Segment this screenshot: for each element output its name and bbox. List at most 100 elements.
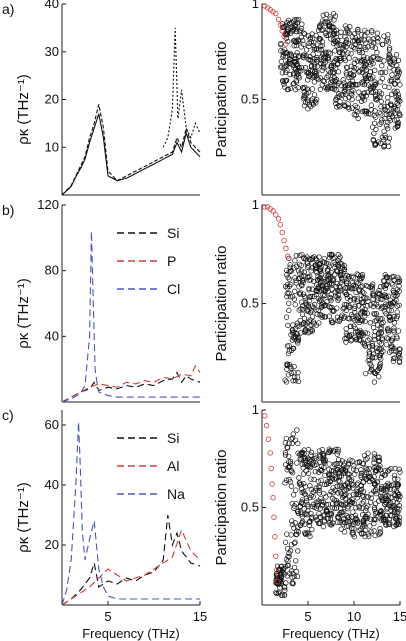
data-point <box>356 491 362 498</box>
data-point <box>297 252 303 259</box>
data-point <box>281 565 287 572</box>
data-point <box>386 467 392 473</box>
data-point <box>289 293 296 300</box>
data-point <box>341 89 347 95</box>
data-point <box>358 273 364 279</box>
data-point <box>383 516 389 523</box>
data-point <box>361 56 367 63</box>
data-point <box>346 476 352 483</box>
data-point <box>286 459 292 465</box>
data-point <box>294 427 300 433</box>
data-point <box>370 324 377 331</box>
data-point <box>367 473 373 479</box>
data-point <box>379 337 385 343</box>
data-point <box>396 276 402 282</box>
data-point <box>295 334 301 341</box>
data-point <box>354 460 360 466</box>
data-point <box>317 261 323 268</box>
data-point <box>334 268 340 275</box>
data-point <box>383 512 390 519</box>
data-point <box>352 303 358 309</box>
data-point <box>376 346 382 352</box>
legend-label: P <box>167 253 176 269</box>
data-point <box>369 286 375 292</box>
y-axis-label: Participation ratio <box>213 42 230 158</box>
data-point <box>317 520 323 526</box>
data-point <box>298 330 304 336</box>
y-tick-label: 40 <box>45 328 59 343</box>
data-point <box>287 262 293 268</box>
data-point <box>338 42 344 48</box>
data-point <box>356 337 362 343</box>
data-point <box>365 503 371 509</box>
data-point <box>308 103 314 110</box>
data-point <box>283 379 290 385</box>
data-point <box>286 362 293 368</box>
y-axis-label: Participation ratio <box>213 246 230 362</box>
data-point <box>341 102 347 108</box>
data-point <box>355 26 361 33</box>
data-point <box>306 277 312 283</box>
data-point <box>341 529 348 535</box>
data-point <box>347 323 354 330</box>
data-point <box>288 568 295 574</box>
data-point <box>371 456 377 462</box>
data-point <box>364 330 371 337</box>
data-point <box>275 590 282 596</box>
data-point <box>383 341 390 348</box>
data-point <box>372 108 378 114</box>
data-point <box>395 476 401 482</box>
data-point <box>294 531 300 537</box>
data-point <box>291 525 297 531</box>
data-point <box>346 273 352 280</box>
data-point <box>343 37 350 43</box>
data-point <box>397 82 403 88</box>
data-point <box>326 254 333 261</box>
data-point <box>321 464 327 471</box>
data-point-red <box>262 413 268 419</box>
data-point <box>377 525 383 532</box>
data-point <box>306 263 312 269</box>
data-point <box>369 284 376 290</box>
y-tick-label: 80 <box>45 263 59 278</box>
data-point <box>381 293 387 300</box>
data-point <box>331 468 337 474</box>
data-point <box>376 458 382 464</box>
data-point <box>304 462 311 469</box>
data-point <box>295 440 301 447</box>
data-point <box>397 493 403 500</box>
data-point-red <box>273 553 279 559</box>
data-point <box>344 464 350 470</box>
data-point <box>376 330 382 336</box>
data-point <box>365 494 371 500</box>
data-point <box>305 446 312 453</box>
series-line-Si <box>61 514 201 606</box>
data-point <box>375 316 381 322</box>
data-point <box>363 494 369 500</box>
data-point <box>346 334 352 340</box>
data-point <box>296 480 303 486</box>
y-axis-label: ρκ (THz⁻¹) <box>15 74 32 145</box>
data-point <box>394 335 400 341</box>
data-point-red <box>277 221 284 228</box>
data-point <box>363 476 369 482</box>
data-point <box>308 268 314 274</box>
data-point <box>345 104 351 111</box>
data-point <box>287 548 294 554</box>
data-point <box>394 292 400 298</box>
data-point <box>345 505 351 512</box>
data-point <box>280 52 287 58</box>
data-point <box>297 291 303 297</box>
data-point <box>278 58 285 65</box>
data-point <box>335 297 341 303</box>
data-point <box>379 75 385 82</box>
data-point <box>355 82 361 88</box>
data-point <box>292 333 299 340</box>
data-point <box>292 539 298 545</box>
data-point <box>396 279 402 285</box>
data-point <box>394 124 400 130</box>
data-point <box>352 471 358 477</box>
data-point <box>353 467 359 474</box>
data-point <box>347 501 354 507</box>
y-tick-label: 10 <box>45 139 59 154</box>
